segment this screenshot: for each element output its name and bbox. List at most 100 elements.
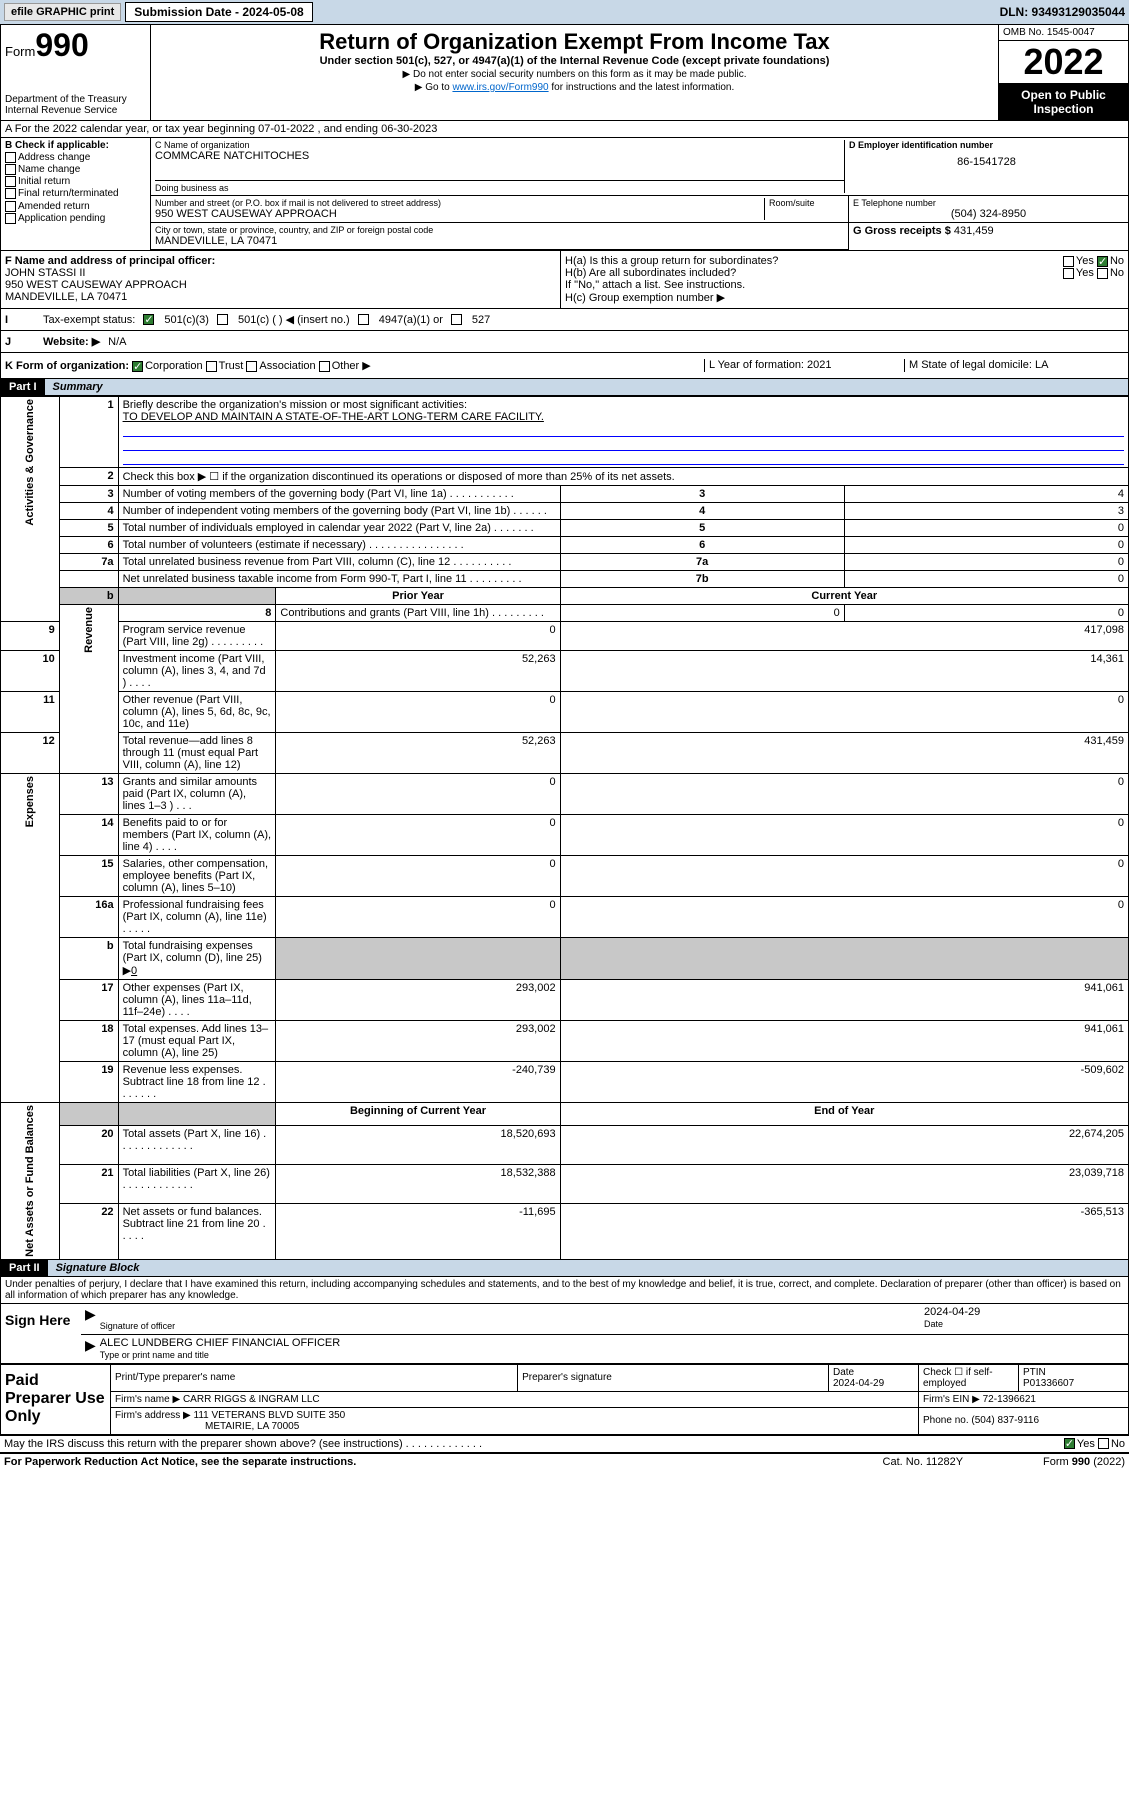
line13: Grants and similar amounts paid (Part IX… (118, 774, 276, 815)
line8: Contributions and grants (Part VIII, lin… (276, 605, 560, 622)
part2-label: Part II (1, 1260, 48, 1276)
chk-501c3[interactable] (143, 314, 154, 325)
part1-header: Part I Summary (0, 379, 1129, 396)
part1-label: Part I (1, 379, 45, 395)
firm-addr2: METAIRIE, LA 70005 (205, 1421, 299, 1432)
line10: Investment income (Part VIII, column (A)… (118, 651, 276, 692)
line5: Total number of individuals employed in … (118, 520, 560, 537)
line18: Total expenses. Add lines 13–17 (must eq… (118, 1021, 276, 1062)
line12: Total revenue—add lines 8 through 11 (mu… (118, 733, 276, 774)
ptin: P01336607 (1023, 1378, 1074, 1389)
line20: Total assets (Part X, line 16) . . . . .… (118, 1125, 276, 1164)
summary-table: Activities & Governance 1 Briefly descri… (0, 396, 1129, 1260)
d-ein-label: D Employer identification number (849, 140, 1124, 150)
form-title: Return of Organization Exempt From Incom… (155, 29, 994, 55)
ein-value: 86-1541728 (849, 156, 1124, 168)
hc-label: H(c) Group exemption number ▶ (565, 291, 1124, 304)
officer-addr2: MANDEVILLE, LA 70471 (5, 291, 556, 303)
identity-block: B Check if applicable: Address change Na… (0, 138, 1129, 251)
paid-preparer-label: Paid Preparer Use Only (1, 1364, 111, 1434)
discuss-yes[interactable] (1064, 1438, 1075, 1449)
m-state-domicile: M State of legal domicile: LA (904, 359, 1124, 372)
discuss-no[interactable] (1098, 1438, 1109, 1449)
val6: 0 (844, 537, 1128, 554)
g-gross-label: G Gross receipts $ (853, 225, 951, 237)
line15: Salaries, other compensation, employee b… (118, 856, 276, 897)
hb-yes[interactable] (1063, 268, 1074, 279)
line7a: Total unrelated business revenue from Pa… (118, 554, 560, 571)
submission-date: Submission Date - 2024-05-08 (125, 2, 312, 22)
ha-yes[interactable] (1063, 256, 1074, 267)
line19: Revenue less expenses. Subtract line 18 … (118, 1062, 276, 1103)
preparer-name-label: Print/Type preparer's name (111, 1364, 518, 1391)
chk-initial-return[interactable] (5, 176, 16, 187)
form-header: Form990 Department of the Treasury Inter… (0, 24, 1129, 121)
chk-app-pending[interactable] (5, 213, 16, 224)
dba-label: Doing business as (155, 180, 844, 193)
f-officer-label: F Name and address of principal officer: (5, 255, 556, 267)
sig-officer-label: Signature of officer (100, 1321, 175, 1331)
officer-name-title: ALEC LUNDBERG CHIEF FINANCIAL OFFICER (100, 1337, 1124, 1349)
sig-date: 2024-04-29 (924, 1306, 1124, 1318)
chk-501c[interactable] (217, 314, 228, 325)
efile-print-button[interactable]: efile GRAPHIC print (4, 3, 121, 21)
prior-year-hdr: Prior Year (276, 588, 560, 605)
chk-4947[interactable] (358, 314, 369, 325)
c-name-label: C Name of organization (155, 140, 844, 150)
current-year-hdr: Current Year (560, 588, 1128, 605)
chk-trust[interactable] (206, 361, 217, 372)
city-state-zip: MANDEVILLE, LA 70471 (155, 235, 844, 247)
ssn-note: ▶ Do not enter social security numbers o… (155, 69, 994, 80)
line16b: Total fundraising expenses (Part IX, col… (118, 938, 276, 980)
line14: Benefits paid to or for members (Part IX… (118, 815, 276, 856)
self-employed-chk: Check ☐ if self-employed (919, 1364, 1019, 1391)
instructions-link-line: ▶ Go to www.irs.gov/Form990 for instruct… (155, 82, 994, 93)
omb-number: OMB No. 1545-0047 (999, 25, 1128, 41)
line7b: Net unrelated business taxable income fr… (118, 571, 560, 588)
city-label: City or town, state or province, country… (155, 225, 844, 235)
dln: DLN: 93493129035044 (1000, 5, 1125, 19)
chk-final-return[interactable] (5, 188, 16, 199)
hb-label: H(b) Are all subordinates included? (565, 267, 1063, 279)
phone-value: (504) 324-8950 (853, 208, 1124, 220)
chk-527[interactable] (451, 314, 462, 325)
part2-title: Signature Block (48, 1260, 1128, 1276)
j-label: Website: ▶ (43, 335, 100, 348)
arrow-icon: ▶ (85, 1306, 96, 1332)
dept-treasury: Department of the Treasury (5, 94, 146, 105)
line16a: Professional fundraising fees (Part IX, … (118, 897, 276, 938)
chk-other[interactable] (319, 361, 330, 372)
form-number: Form990 (5, 27, 146, 64)
discuss-question: May the IRS discuss this return with the… (4, 1438, 482, 1450)
val7b: 0 (844, 571, 1128, 588)
val4: 3 (844, 503, 1128, 520)
val7a: 0 (844, 554, 1128, 571)
chk-corp[interactable] (132, 361, 143, 372)
chk-name-change[interactable] (5, 164, 16, 175)
l-year-formation: L Year of formation: 2021 (704, 359, 904, 372)
i-label: Tax-exempt status: (43, 314, 135, 326)
footer: For Paperwork Reduction Act Notice, see … (0, 1452, 1129, 1470)
chk-assoc[interactable] (246, 361, 257, 372)
form990-link[interactable]: www.irs.gov/Form990 (452, 82, 548, 93)
gross-receipts: 431,459 (954, 225, 994, 237)
fgh-block: F Name and address of principal officer:… (0, 251, 1129, 309)
firm-phone: (504) 837-9116 (971, 1415, 1039, 1426)
part1-title: Summary (45, 379, 1128, 395)
chk-amended[interactable] (5, 201, 16, 212)
line22: Net assets or fund balances. Subtract li… (118, 1204, 276, 1259)
addr-label: Number and street (or P.O. box if mail i… (155, 198, 764, 208)
form-subtitle: Under section 501(c), 527, or 4947(a)(1)… (155, 55, 994, 67)
k-row: K Form of organization: Corporation Trus… (0, 353, 1129, 379)
line3: Number of voting members of the governin… (118, 486, 560, 503)
ha-no[interactable] (1097, 256, 1108, 267)
bcy-hdr: Beginning of Current Year (276, 1103, 560, 1126)
k-label: K Form of organization: (5, 360, 129, 372)
sign-here-label: Sign Here (1, 1304, 81, 1363)
chk-address-change[interactable] (5, 152, 16, 163)
line6: Total number of volunteers (estimate if … (118, 537, 560, 554)
org-name: COMMCARE NATCHITOCHES (155, 150, 844, 162)
hb-no[interactable] (1097, 268, 1108, 279)
form-ref: Form 990 (2022) (1043, 1456, 1125, 1468)
line4: Number of independent voting members of … (118, 503, 560, 520)
